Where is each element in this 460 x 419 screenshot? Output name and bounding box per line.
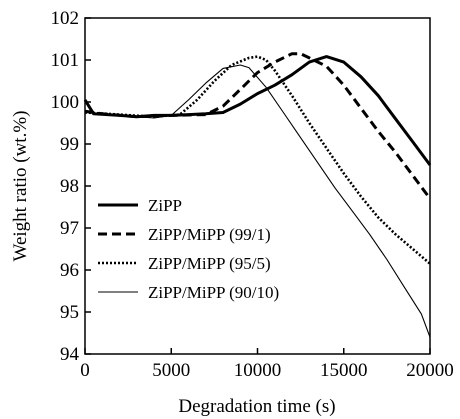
x-tick-label: 15000	[320, 360, 368, 381]
y-tick-label: 97	[60, 218, 79, 239]
y-axis: 94 95 96 97 98 99 100 101 102	[51, 8, 91, 365]
series-line-4	[84, 64, 431, 338]
y-tick-label: 100	[51, 92, 80, 113]
y-tick-label: 102	[51, 8, 80, 29]
series-layer	[83, 52, 432, 338]
plot-frame	[84, 17, 431, 355]
legend-label-3: ZiPP/MiPP (95/5)	[148, 254, 271, 273]
x-tick-label: 10000	[234, 360, 282, 381]
y-tick-label: 98	[60, 176, 79, 197]
y-tick-label: 99	[60, 134, 79, 155]
legend-label-4: ZiPP/MiPP (90/10)	[148, 283, 279, 302]
series-line-2	[84, 52, 432, 200]
legend: ZiPP ZiPP/MiPP (99/1) ZiPP/MiPP (95/5) ZiPP…	[98, 196, 279, 302]
y-tick-label: 96	[60, 260, 79, 281]
y-tick-label: 101	[51, 50, 80, 71]
legend-label-1: ZiPP	[148, 196, 182, 215]
y-tick-label: 95	[60, 302, 79, 323]
x-tick-label: 0	[80, 360, 90, 381]
x-tick-label: 20000	[406, 360, 454, 381]
x-axis: 0 5000 10000 15000 20000	[80, 348, 454, 381]
y-tick-label: 94	[60, 344, 80, 365]
y-axis-title: Weight ratio (wt.%)	[10, 111, 31, 262]
x-axis-title: Degradation time (s)	[178, 396, 335, 417]
legend-label-2: ZiPP/MiPP (99/1)	[148, 225, 271, 244]
series-line-3	[84, 55, 431, 265]
x-tick-label: 5000	[152, 360, 190, 381]
